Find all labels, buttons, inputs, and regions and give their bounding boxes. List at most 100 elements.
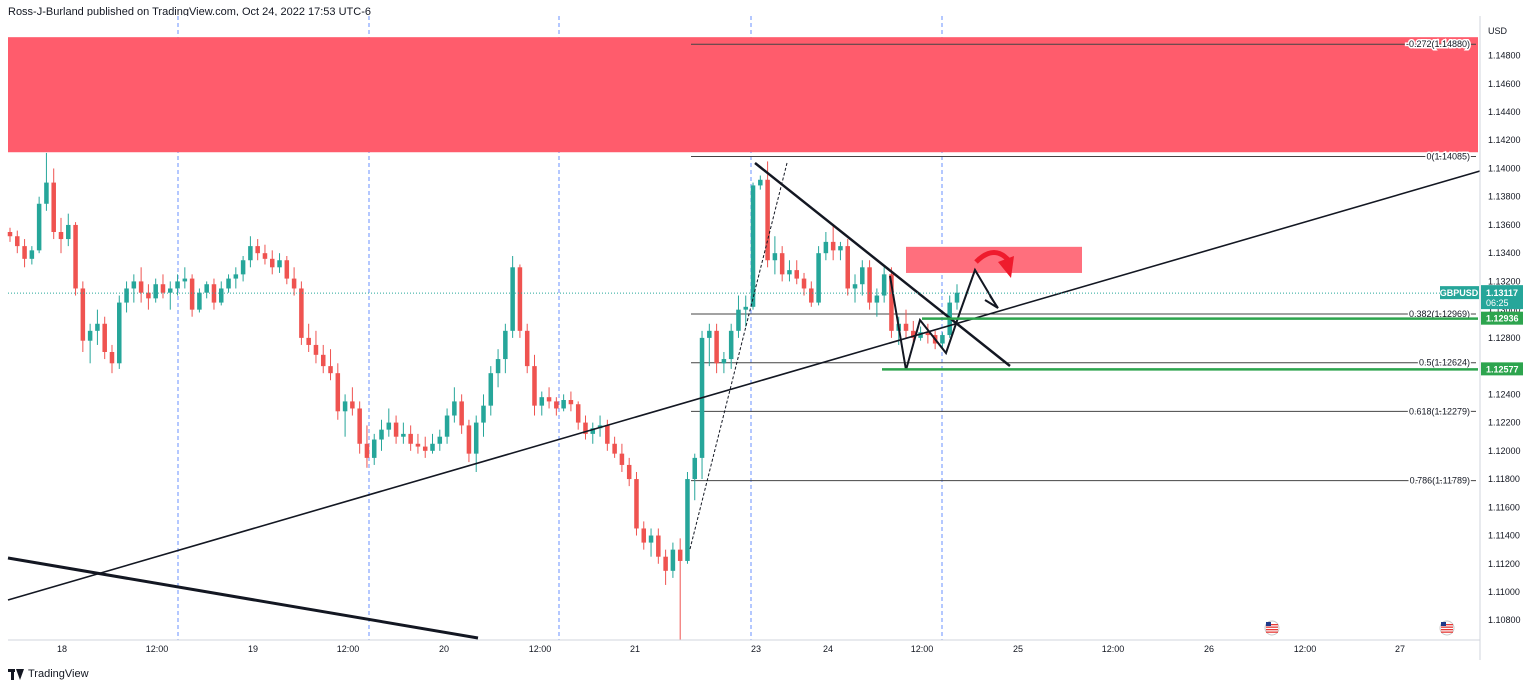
candle-body xyxy=(641,528,647,543)
candle xyxy=(350,387,355,416)
level-price-label: 1.12577 xyxy=(1486,364,1519,374)
candle-body xyxy=(524,330,530,367)
candle xyxy=(386,408,392,437)
candle-body xyxy=(357,408,362,444)
level-price-badge xyxy=(1481,362,1523,376)
fib-level-label: 0.786(1.11789) xyxy=(1410,476,1470,486)
candle-body xyxy=(605,425,610,444)
candle-body xyxy=(656,535,661,557)
candle xyxy=(197,288,202,313)
candle-body xyxy=(422,446,428,451)
candle xyxy=(211,278,217,310)
candle xyxy=(66,213,71,247)
candle xyxy=(473,415,479,472)
candle xyxy=(736,295,741,338)
candle xyxy=(816,246,821,306)
price-tick-label: 1.10800 xyxy=(1488,615,1521,625)
candle xyxy=(36,196,42,254)
candle-body xyxy=(473,422,479,454)
candle xyxy=(765,161,770,268)
candle xyxy=(262,244,268,265)
candle-body xyxy=(503,330,508,360)
candle xyxy=(80,281,86,352)
candle xyxy=(102,316,107,360)
candle xyxy=(277,253,282,273)
candle-body xyxy=(860,267,865,285)
candle xyxy=(313,330,319,364)
flag-stripe xyxy=(1441,626,1453,628)
candle-body xyxy=(852,284,858,289)
candle xyxy=(422,436,428,458)
time-tick-label: 12:00 xyxy=(1102,644,1125,654)
symbol-badge-label: GBPUSD xyxy=(1440,288,1479,298)
candle xyxy=(940,332,945,350)
candle xyxy=(670,542,676,578)
candle-body xyxy=(801,278,807,289)
candle xyxy=(874,288,880,317)
candle-body xyxy=(845,246,850,289)
ascending-trendline xyxy=(7,170,1481,601)
price-tick-label: 1.11000 xyxy=(1488,587,1520,597)
price-tick-label: 1.13200 xyxy=(1488,276,1521,286)
candle xyxy=(58,217,64,254)
candle-body xyxy=(408,433,413,444)
candle-body xyxy=(575,404,581,423)
flag-stripe xyxy=(1266,631,1278,633)
candle xyxy=(648,528,654,557)
candle xyxy=(189,274,195,317)
candle-body xyxy=(554,401,559,409)
candle xyxy=(903,309,909,338)
price-tick-label: 1.13000 xyxy=(1488,305,1521,315)
candle-body xyxy=(364,443,370,458)
price-tick-label: 1.14800 xyxy=(1488,51,1521,61)
candle-body xyxy=(532,366,537,406)
candle xyxy=(728,323,734,369)
candle xyxy=(248,236,253,268)
candle xyxy=(590,422,596,444)
candle-body xyxy=(459,401,464,426)
candle xyxy=(459,394,464,434)
fib-level-label: 0.382(1.12969) xyxy=(1409,309,1470,319)
candle xyxy=(794,260,799,285)
candle xyxy=(612,436,617,458)
candle xyxy=(452,387,457,423)
candle xyxy=(707,323,712,367)
candle xyxy=(619,443,625,472)
candle xyxy=(641,521,647,550)
candle xyxy=(532,354,537,416)
candle-body xyxy=(320,354,326,367)
candle xyxy=(168,281,173,310)
currency-label: USD xyxy=(1488,26,1508,36)
candle xyxy=(663,549,668,585)
time-tick-label: 24 xyxy=(823,644,833,654)
candle-body xyxy=(488,373,494,406)
candle xyxy=(357,401,362,454)
candle-body xyxy=(291,278,297,289)
candle xyxy=(124,281,129,313)
fib-level-label: -0.272(1.14880) xyxy=(1406,39,1470,49)
candle-body xyxy=(379,429,384,440)
flag-stripe xyxy=(1441,631,1453,633)
fib-anchor-line xyxy=(689,162,788,550)
candle-body xyxy=(692,457,698,480)
candle-body xyxy=(539,397,545,406)
fib-level-label: 0(1.14085) xyxy=(1426,151,1470,161)
candle-body xyxy=(903,323,909,331)
candle xyxy=(437,429,443,451)
projection-arrowhead xyxy=(984,295,999,309)
candle xyxy=(481,394,486,437)
candle-body xyxy=(36,203,42,251)
candle xyxy=(87,323,93,364)
price-tick-label: 1.14400 xyxy=(1488,107,1521,117)
candle-body xyxy=(240,260,246,275)
candle-body xyxy=(299,288,304,338)
candle xyxy=(95,309,100,345)
candle-body xyxy=(342,401,348,412)
candle xyxy=(240,256,246,282)
candle-body xyxy=(925,332,931,336)
candle xyxy=(779,246,785,282)
candle-body xyxy=(787,270,792,275)
tradingview-footer[interactable]: TradingView xyxy=(8,666,89,682)
candle xyxy=(204,281,209,299)
